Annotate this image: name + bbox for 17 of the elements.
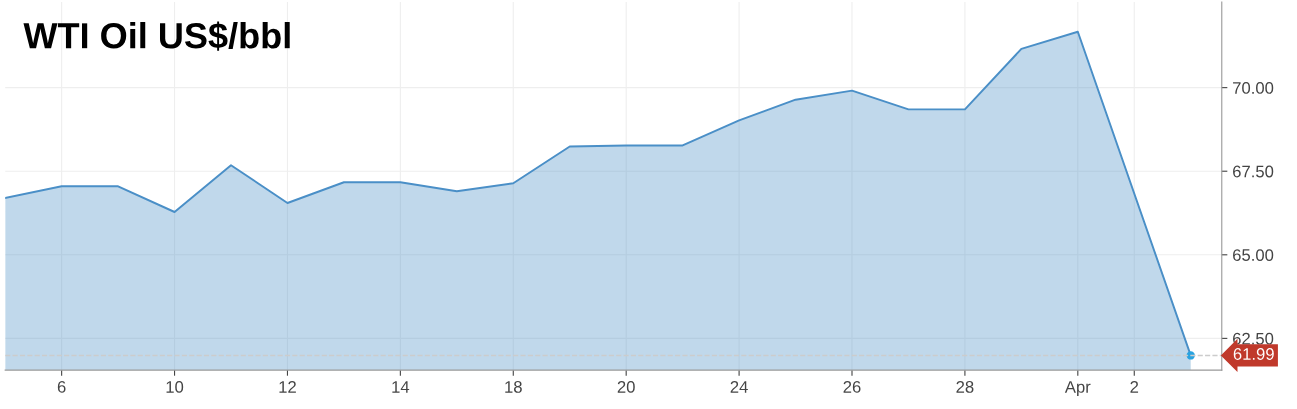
x-tick-label: 18	[505, 381, 522, 393]
x-tick-label: 10	[166, 381, 184, 393]
y-tick-label: 67.50	[1233, 165, 1274, 178]
x-tick-label: 14	[392, 381, 410, 393]
x-tick-label: 26	[843, 381, 861, 393]
y-tick-label: 62.50	[1233, 332, 1274, 345]
x-tick-label: 24	[730, 381, 748, 393]
x-tick-label: 12	[279, 381, 296, 393]
x-tick-label: 28	[956, 381, 974, 393]
ref-line-label: 61.99	[1233, 348, 1274, 360]
x-tick-label: 20	[617, 381, 635, 393]
chart-title: WTI Oil US$/bbl	[23, 21, 290, 51]
y-tick-label: 65.00	[1233, 249, 1274, 261]
x-tick-label: Apr	[1064, 381, 1091, 397]
y-tick-label: 70.00	[1233, 82, 1274, 94]
x-tick-label: 6	[57, 381, 66, 393]
x-tick-label: 2	[1130, 381, 1139, 393]
